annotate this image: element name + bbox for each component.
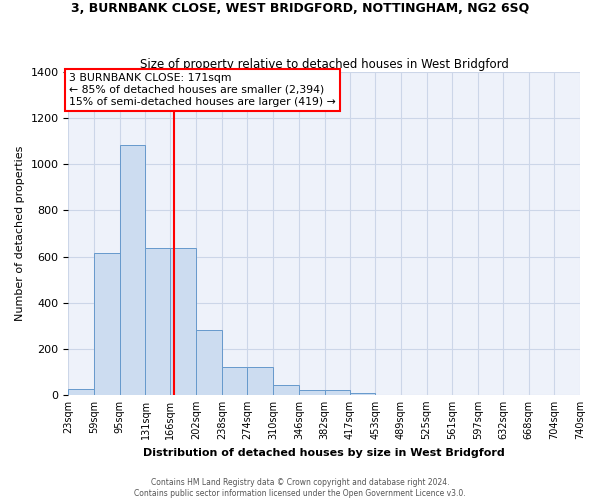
- Text: 3 BURNBANK CLOSE: 171sqm
← 85% of detached houses are smaller (2,394)
15% of sem: 3 BURNBANK CLOSE: 171sqm ← 85% of detach…: [69, 74, 336, 106]
- Y-axis label: Number of detached properties: Number of detached properties: [15, 146, 25, 321]
- Bar: [170, 248, 196, 395]
- Bar: [68, 389, 94, 395]
- X-axis label: Distribution of detached houses by size in West Bridgford: Distribution of detached houses by size …: [143, 448, 505, 458]
- Bar: [120, 145, 145, 395]
- Bar: [273, 385, 299, 395]
- Title: Size of property relative to detached houses in West Bridgford: Size of property relative to detached ho…: [140, 58, 509, 71]
- Bar: [350, 392, 375, 395]
- Bar: [145, 248, 171, 395]
- Bar: [222, 367, 247, 395]
- Bar: [247, 367, 273, 395]
- Bar: [196, 330, 222, 395]
- Text: Contains HM Land Registry data © Crown copyright and database right 2024.
Contai: Contains HM Land Registry data © Crown c…: [134, 478, 466, 498]
- Text: 3, BURNBANK CLOSE, WEST BRIDGFORD, NOTTINGHAM, NG2 6SQ: 3, BURNBANK CLOSE, WEST BRIDGFORD, NOTTI…: [71, 2, 529, 16]
- Bar: [325, 390, 350, 395]
- Bar: [299, 390, 325, 395]
- Bar: [94, 254, 120, 395]
